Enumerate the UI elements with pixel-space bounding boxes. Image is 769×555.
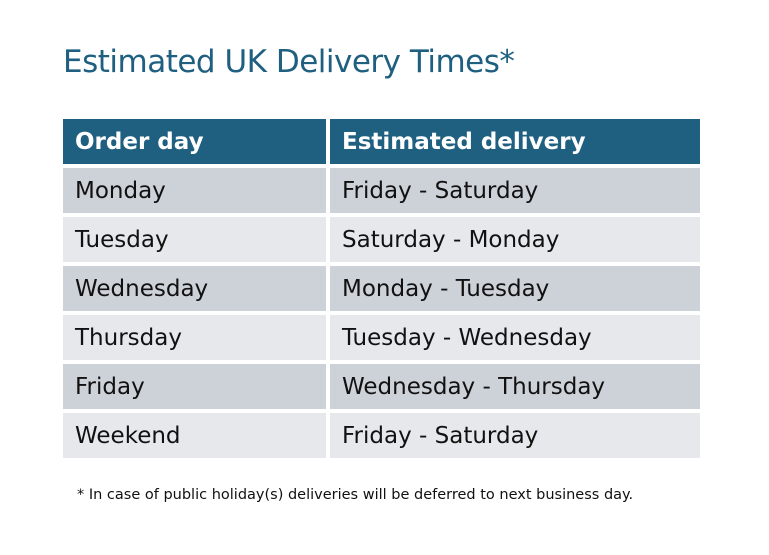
order-day-cell: Tuesday <box>63 217 326 262</box>
page-title: Estimated UK Delivery Times* <box>63 44 515 80</box>
delivery-cell: Wednesday - Thursday <box>330 364 700 409</box>
order-day-cell: Wednesday <box>63 266 326 311</box>
order-day-cell: Weekend <box>63 413 326 458</box>
table-row: Tuesday Saturday - Monday <box>63 217 700 262</box>
column-header-estimated-delivery: Estimated delivery <box>330 119 700 164</box>
order-day-cell: Friday <box>63 364 326 409</box>
order-day-cell: Monday <box>63 168 326 213</box>
table-row: Wednesday Monday - Tuesday <box>63 266 700 311</box>
delivery-cell: Friday - Saturday <box>330 413 700 458</box>
delivery-cell: Saturday - Monday <box>330 217 700 262</box>
delivery-cell: Tuesday - Wednesday <box>330 315 700 360</box>
footnote: * In case of public holiday(s) deliverie… <box>77 487 634 503</box>
table-row: Thursday Tuesday - Wednesday <box>63 315 700 360</box>
delivery-table: Order day Estimated delivery Monday Frida… <box>59 115 704 462</box>
table-row: Friday Wednesday - Thursday <box>63 364 700 409</box>
column-header-order-day: Order day <box>63 119 326 164</box>
table-header-row: Order day Estimated delivery <box>63 119 700 164</box>
table-row: Monday Friday - Saturday <box>63 168 700 213</box>
table-row: Weekend Friday - Saturday <box>63 413 700 458</box>
delivery-cell: Friday - Saturday <box>330 168 700 213</box>
order-day-cell: Thursday <box>63 315 326 360</box>
delivery-cell: Monday - Tuesday <box>330 266 700 311</box>
